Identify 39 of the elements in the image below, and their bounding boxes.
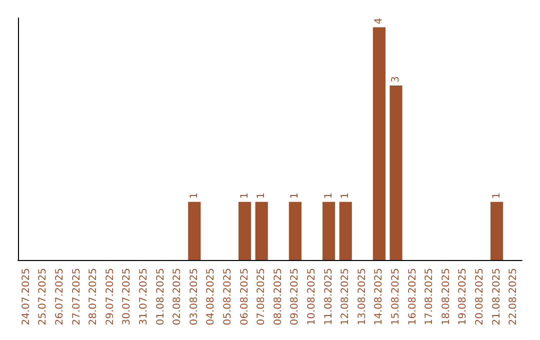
x-tick-label: 17.08.2025 — [424, 268, 436, 326]
data-label: 1 — [290, 192, 301, 199]
x-tick-label: 29.07.2025 — [104, 268, 116, 326]
data-label: 1 — [323, 192, 334, 199]
x-tick-label: 01.08.2025 — [155, 268, 166, 326]
x-tick-label: 14.08.2025 — [374, 268, 385, 326]
data-label: 1 — [340, 192, 352, 199]
x-tick-label: 04.08.2025 — [206, 268, 217, 326]
x-tick-label: 27.07.2025 — [71, 268, 82, 326]
x-tick-label: 28.07.2025 — [88, 268, 100, 326]
data-label: 1 — [188, 192, 200, 199]
x-tick-label: 18.08.2025 — [440, 268, 452, 326]
x-tick-label: 16.08.2025 — [407, 268, 418, 326]
x-tick-label: 08.08.2025 — [272, 268, 284, 326]
x-tick-label: 11.08.2025 — [323, 268, 334, 326]
x-tick-label: 06.08.2025 — [239, 268, 250, 326]
x-tick-label: 22.08.2025 — [508, 268, 520, 326]
data-label: 1 — [256, 192, 268, 199]
x-tick-label: 12.08.2025 — [340, 268, 352, 326]
x-tick-label: 25.07.2025 — [38, 268, 49, 326]
x-tick-label: 30.07.2025 — [122, 268, 133, 326]
x-tick-label: 19.08.2025 — [458, 268, 469, 326]
x-tick-label: 26.07.2025 — [54, 268, 66, 326]
x-tick-label: 21.08.2025 — [491, 268, 502, 326]
x-tick-label: 03.08.2025 — [188, 268, 200, 326]
x-tick-label: 13.08.2025 — [356, 268, 368, 326]
x-tick-label: 07.08.2025 — [256, 268, 268, 326]
x-tick-label: 02.08.2025 — [172, 268, 184, 326]
x-tick-label: 05.08.2025 — [222, 268, 234, 326]
x-tick-label: 09.08.2025 — [290, 268, 301, 326]
x-tick-label: 10.08.2025 — [306, 268, 318, 326]
x-tick-label: 24.07.2025 — [20, 268, 32, 326]
x-tick-label: 15.08.2025 — [390, 268, 402, 326]
data-label: 1 — [491, 192, 502, 199]
data-label: 3 — [390, 76, 402, 82]
data-label: 4 — [374, 18, 385, 24]
x-tick-label: 20.08.2025 — [474, 268, 486, 326]
data-label: 1 — [239, 192, 250, 199]
x-tick-label: 31.07.2025 — [138, 268, 150, 326]
